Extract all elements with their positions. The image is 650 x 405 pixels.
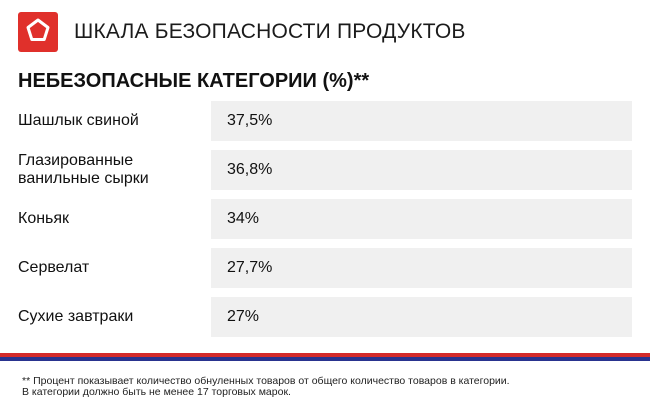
value-cell: 36,8% <box>211 150 632 190</box>
value-cell: 27,7% <box>211 248 632 288</box>
category-label: Шашлык свиной <box>18 112 139 129</box>
logo <box>18 12 58 52</box>
footnote: ** Процент показывает количество обнулен… <box>22 376 632 398</box>
category-label: Коньяк <box>18 210 70 227</box>
footnote-line1: ** Процент показывает количество обнулен… <box>22 375 510 387</box>
category-label-line2: ванильные сырки <box>18 170 149 187</box>
page-title: ШКАЛА БЕЗОПАСНОСТИ ПРОДУКТОВ <box>74 20 466 43</box>
table-row: Шашлык свиной 37,5% <box>18 101 632 141</box>
categories-table: Шашлык свиной 37,5% Глазированные ваниль… <box>18 101 632 346</box>
value-text: 34% <box>227 210 260 227</box>
category-label: Сервелат <box>18 259 90 276</box>
table-row: Сухие завтраки 27% <box>18 297 632 337</box>
footnote-line2: В категории должно быть не менее 17 торг… <box>22 386 291 398</box>
pentagon-icon <box>25 17 51 48</box>
table-row: Коньяк 34% <box>18 199 632 239</box>
value-text: 37,5% <box>227 112 273 129</box>
value-cell: 34% <box>211 199 632 239</box>
value-cell: 37,5% <box>211 101 632 141</box>
section-title: НЕБЕЗОПАСНЫЕ КАТЕГОРИИ (%)** <box>18 70 370 92</box>
divider-blue <box>0 357 650 361</box>
table-row: Глазированные ванильные сырки 36,8% <box>18 150 632 190</box>
category-label: Глазированные ванильные сырки <box>18 150 211 190</box>
value-text: 27,7% <box>227 259 273 276</box>
value-cell: 27% <box>211 297 632 337</box>
category-label-line1: Глазированные <box>18 152 134 169</box>
divider-red <box>0 353 650 357</box>
value-text: 27% <box>227 308 260 325</box>
value-text: 36,8% <box>227 161 273 178</box>
category-label: Сухие завтраки <box>18 308 134 325</box>
table-row: Сервелат 27,7% <box>18 248 632 288</box>
header: ШКАЛА БЕЗОПАСНОСТИ ПРОДУКТОВ <box>18 12 466 52</box>
